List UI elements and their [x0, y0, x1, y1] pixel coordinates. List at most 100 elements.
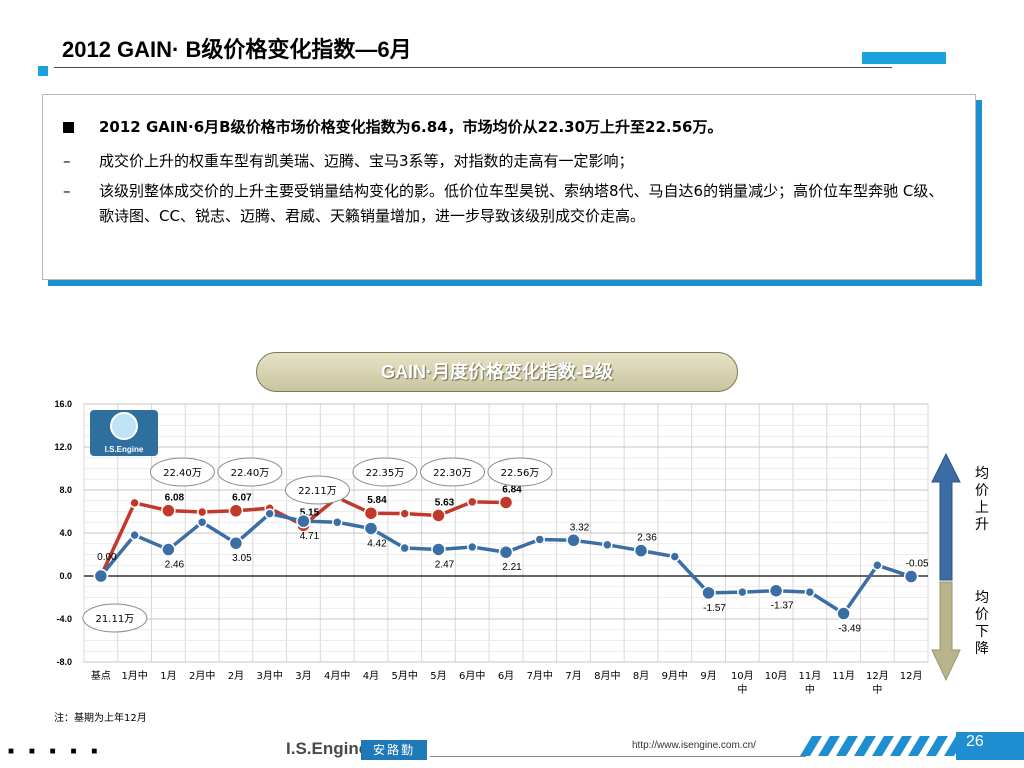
price-callout: [284, 475, 350, 505]
summary-headline-text: 2012 GAIN·6月B级价格市场价格变化指数为6.84，市场均价从22.30…: [99, 118, 723, 136]
dash-bullet-icon: –: [63, 182, 71, 200]
y-tick-label: 0.0: [59, 571, 72, 581]
x-tick-label: 11月: [798, 670, 821, 682]
data-point: [93, 568, 109, 584]
data-point: [399, 542, 410, 554]
price-callout: [487, 457, 553, 487]
x-tick-label: 8月: [633, 670, 649, 682]
arrow-down-icon: [931, 581, 961, 682]
y-tick-label: -8.0: [56, 657, 72, 667]
data-label: -1.57: [703, 603, 726, 614]
x-tick-label: 12月: [900, 670, 923, 682]
data-label: 6.08: [165, 493, 185, 504]
price-callout-label: 22.35万: [366, 468, 405, 479]
legend-up-label: 均价上升: [975, 466, 989, 533]
footer-stripes: [800, 732, 1024, 760]
x-tick-label: 基点: [91, 669, 111, 682]
price-callout-label: 21.11万: [96, 614, 135, 625]
data-point: [566, 533, 581, 548]
price-callout: [149, 457, 215, 487]
y-tick-label: 8.0: [59, 485, 72, 495]
x-tick-label: 6月: [498, 670, 514, 682]
data-point: [331, 517, 343, 528]
footer-url[interactable]: http://www.isengine.com.cn/: [632, 740, 756, 751]
footer-stripe: [908, 736, 930, 756]
x-tick-label: 2月: [228, 670, 244, 682]
x-tick-label: 3月中: [256, 669, 282, 682]
chart-logo-globe: [110, 412, 138, 440]
footer-stripe: [800, 736, 822, 756]
price-index-chart: 16.0 12.0 8.0 4.0 0.0 -4.0 -8.0 基点 1月中 1月 2月中 2月 3月中…: [54, 399, 961, 696]
x-tick-label: 3月: [295, 670, 311, 682]
data-point: [836, 606, 851, 621]
page-title: 2012 GAIN· B级价格变化指数—6月: [62, 37, 412, 62]
y-tick-label: -4.0: [56, 614, 72, 624]
summary-box: 2012 GAIN·6月B级价格市场价格变化指数为6.84，市场均价从22.30…: [42, 94, 976, 280]
data-point: [228, 503, 244, 518]
summary-item-text: 成交价上升的权重车型有凯美瑞、迈腾、宝马3系等，对指数的走高有一定影响；: [99, 152, 634, 170]
data-point: [196, 517, 208, 528]
price-callout-label: 22.11万: [298, 486, 337, 497]
price-callout: [419, 457, 485, 487]
data-label: 4.42: [367, 538, 387, 549]
data-point: [161, 503, 176, 518]
footer-logo-cn: 安路勤: [361, 740, 427, 760]
y-tick-label: 12.0: [54, 442, 72, 452]
x-tick-label: 1月: [160, 670, 176, 682]
data-label: 5.63: [435, 497, 455, 508]
data-point: [129, 497, 140, 509]
page-number: 26: [966, 733, 984, 750]
x-tick-label: 4月中: [324, 669, 350, 682]
data-point: [903, 569, 919, 584]
footer-stripe: [854, 736, 876, 756]
data-point: [431, 542, 446, 557]
x-tick-label-suffix: 中: [805, 683, 815, 696]
title-accent-square: [38, 66, 48, 76]
y-tick-label: 16.0: [54, 399, 72, 409]
data-label: 4.71: [300, 531, 320, 542]
data-point: [498, 495, 514, 510]
data-label: -0.05: [906, 559, 929, 570]
price-callout-label: 22.56万: [501, 468, 540, 479]
data-point: [431, 508, 446, 523]
data-label: 2.21: [502, 562, 522, 573]
x-tick-label: 1月中: [121, 669, 147, 682]
data-point: [737, 586, 748, 598]
data-point: [466, 541, 478, 553]
data-point: [534, 534, 546, 545]
footer-stripe: [836, 736, 858, 756]
data-point: [296, 513, 311, 529]
footer-stripe: [926, 736, 948, 756]
footer-logo: I.S.Engine: [286, 739, 369, 758]
footer-stripe: [818, 736, 840, 756]
footer-divider: [430, 756, 806, 757]
data-label: 6.84: [502, 484, 522, 495]
data-label: 2.47: [435, 559, 455, 570]
data-point: [129, 529, 140, 541]
data-label: 0.00: [97, 552, 117, 563]
data-label: -1.37: [771, 601, 794, 612]
y-tick-label: 4.0: [59, 528, 72, 538]
data-point: [161, 542, 176, 557]
x-tick-label-suffix: 中: [737, 683, 747, 696]
price-callout: [217, 457, 283, 487]
chart-logo-text: I.S.Engine: [105, 445, 144, 454]
data-label: 2.36: [637, 533, 657, 544]
data-label: 6.07: [232, 493, 252, 504]
data-point: [701, 585, 716, 601]
data-label: 3.05: [232, 553, 252, 564]
data-point: [768, 583, 784, 598]
data-label: -3.49: [838, 624, 861, 635]
dash-bullet-icon: –: [63, 152, 71, 170]
data-point: [228, 535, 244, 551]
data-point: [466, 496, 478, 508]
data-point: [633, 543, 649, 558]
x-tick-label: 6月中: [459, 669, 485, 682]
price-callout: [82, 603, 148, 633]
data-point: [602, 539, 613, 551]
chart-title: GAIN·月度价格变化指数-B级: [256, 352, 738, 392]
x-tick-label: 8月中: [594, 669, 620, 682]
page-number-badge: [956, 732, 1024, 760]
data-point: [363, 521, 379, 536]
x-tick-label: 12月: [866, 670, 889, 682]
